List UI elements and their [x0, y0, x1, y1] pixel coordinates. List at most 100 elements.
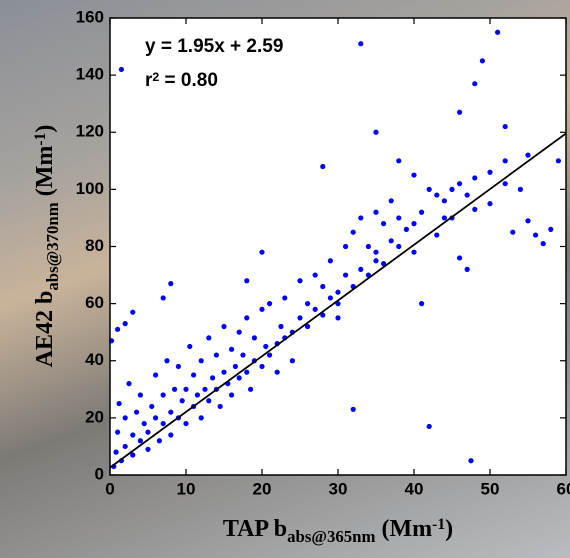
point: [229, 346, 235, 352]
point: [156, 438, 162, 444]
y-tick-label: 60: [85, 293, 104, 312]
point: [263, 343, 269, 350]
point: [487, 201, 493, 207]
point: [149, 403, 155, 410]
x-tick-label: 0: [105, 479, 114, 498]
point: [373, 258, 379, 264]
fit-line: [109, 132, 567, 469]
point: [206, 335, 212, 341]
y-tick-label: 80: [85, 236, 104, 255]
point: [160, 420, 166, 427]
point: [388, 238, 394, 244]
point: [335, 289, 341, 295]
point: [122, 321, 128, 327]
label-part: -1: [32, 133, 49, 146]
point: [115, 429, 121, 435]
label-part: 2: [152, 70, 159, 84]
point: [555, 158, 562, 164]
y-tick-label: 120: [76, 122, 104, 141]
point: [141, 420, 147, 427]
point: [320, 163, 326, 170]
point: [168, 409, 174, 415]
point: [388, 198, 394, 204]
point: [335, 315, 341, 321]
point: [358, 266, 364, 272]
point: [495, 29, 501, 35]
point: [434, 192, 440, 198]
point: [175, 363, 181, 370]
point: [449, 186, 455, 192]
label-part: = 0.80: [159, 70, 218, 91]
point: [403, 226, 409, 232]
point: [244, 278, 250, 284]
label-part: abs@370nm: [43, 202, 62, 290]
point: [134, 409, 140, 415]
point: [457, 255, 463, 261]
y-tick-label: 20: [85, 407, 104, 426]
point: [381, 261, 387, 267]
label-part: ): [32, 125, 58, 133]
x-tick-label: 20: [253, 479, 272, 498]
point: [297, 278, 303, 284]
point: [312, 306, 318, 312]
point: [118, 66, 124, 73]
point: [168, 281, 174, 287]
point: [202, 386, 208, 392]
point: [164, 358, 170, 364]
point: [517, 186, 524, 192]
point: [457, 109, 463, 115]
y-tick-label: 0: [95, 464, 104, 483]
point: [130, 432, 136, 438]
point: [373, 129, 379, 135]
point: [464, 192, 470, 198]
point: [210, 375, 216, 381]
annotation: y = 1.95x + 2.59: [145, 36, 283, 57]
point: [358, 215, 364, 221]
point: [179, 398, 185, 404]
point: [540, 241, 546, 247]
y-tick-label: 160: [76, 7, 104, 26]
point: [525, 152, 531, 158]
point: [145, 429, 151, 435]
point: [472, 175, 478, 181]
point: [244, 315, 250, 321]
point: [113, 449, 119, 455]
point: [502, 123, 508, 130]
point: [274, 369, 280, 375]
point: [472, 206, 478, 212]
label-part: abs@365nm: [287, 527, 375, 546]
point: [153, 415, 159, 421]
point: [548, 226, 554, 232]
point: [168, 432, 174, 438]
y-tick-label: 40: [85, 350, 104, 369]
point: [468, 458, 474, 464]
point: [259, 363, 265, 370]
y-tick-label: 140: [76, 65, 104, 84]
point: [137, 438, 143, 444]
point: [236, 329, 242, 335]
point: [191, 372, 197, 378]
point: [411, 221, 417, 227]
point: [327, 258, 333, 264]
point: [145, 446, 151, 452]
x-tick-label: 50: [481, 479, 500, 498]
x-tick-label: 30: [329, 479, 348, 498]
point: [441, 198, 447, 204]
label-part: TAP b: [223, 516, 287, 542]
point: [434, 232, 440, 238]
x-axis-label: TAP babs@365nm (Mm-1): [223, 516, 453, 546]
point: [396, 215, 402, 221]
point: [259, 306, 265, 312]
point: [320, 312, 326, 318]
point: [426, 423, 432, 430]
point: [381, 221, 387, 227]
label-part: (Mm: [375, 516, 432, 542]
point: [183, 420, 189, 427]
label-part: r: [145, 70, 153, 91]
point: [396, 243, 402, 250]
point: [396, 158, 402, 164]
point: [194, 392, 200, 398]
point: [320, 283, 326, 290]
label-part: y = 1.95x + 2.59: [145, 36, 283, 57]
point: [213, 352, 219, 358]
